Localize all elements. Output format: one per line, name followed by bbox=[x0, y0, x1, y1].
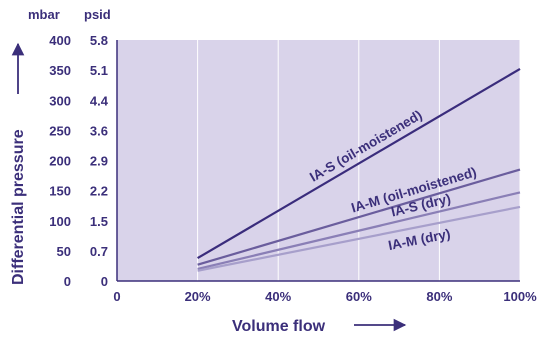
x-tick-label: 40% bbox=[265, 289, 291, 304]
y-tick-label-mbar: 400 bbox=[49, 33, 71, 48]
series-line bbox=[197, 205, 521, 272]
y-tick-label-psid: 2.9 bbox=[90, 154, 108, 169]
x-tick-label: 100% bbox=[503, 289, 537, 304]
y-tick-label-psid: 2.2 bbox=[90, 184, 108, 199]
y-tick-label-mbar: 200 bbox=[49, 154, 71, 169]
y-tick-label-mbar: 50 bbox=[57, 244, 71, 259]
y-tick-label-psid: 4.4 bbox=[90, 93, 109, 108]
y-tick-label-psid: 5.8 bbox=[90, 33, 108, 48]
y-tick-label-psid: 3.6 bbox=[90, 123, 108, 138]
y-tick-label-psid: 0.7 bbox=[90, 244, 108, 259]
y-tick-label-psid: 1.5 bbox=[90, 214, 108, 229]
y-tick-labels-mbar: 0 50 100 150 200 250 300 350 400 bbox=[49, 33, 71, 289]
y-tick-label-mbar: 250 bbox=[49, 123, 71, 138]
y-tick-label-mbar: 0 bbox=[64, 274, 71, 289]
y-tick-label-mbar: 350 bbox=[49, 63, 71, 78]
x-tick-label: 20% bbox=[185, 289, 211, 304]
x-tick-labels: 0 20% 40% 60% 80% 100% bbox=[113, 289, 537, 304]
y-axis-title: Differential pressure bbox=[10, 129, 27, 285]
y-tick-label-psid: 5.1 bbox=[90, 63, 108, 78]
y-tick-label-psid: 0 bbox=[101, 274, 108, 289]
x-tick-label: 0 bbox=[113, 289, 120, 304]
plot-area bbox=[117, 40, 520, 281]
y-tick-label-mbar: 100 bbox=[49, 214, 71, 229]
series-line bbox=[197, 191, 521, 271]
y-tick-label-mbar: 300 bbox=[49, 93, 71, 108]
series-line bbox=[197, 168, 521, 266]
y-tick-labels-psid: 0 0.7 1.5 2.2 2.9 3.6 4.4 5.1 5.8 bbox=[90, 33, 109, 289]
y-unit-mbar: mbar bbox=[28, 7, 60, 22]
x-tick-label: 60% bbox=[346, 289, 372, 304]
x-axis-title: Volume flow bbox=[232, 318, 326, 335]
y-unit-psid: psid bbox=[84, 7, 111, 22]
x-tick-label: 80% bbox=[426, 289, 452, 304]
y-tick-label-mbar: 150 bbox=[49, 184, 71, 199]
series-line bbox=[197, 67, 521, 260]
series-lines bbox=[197, 67, 521, 272]
